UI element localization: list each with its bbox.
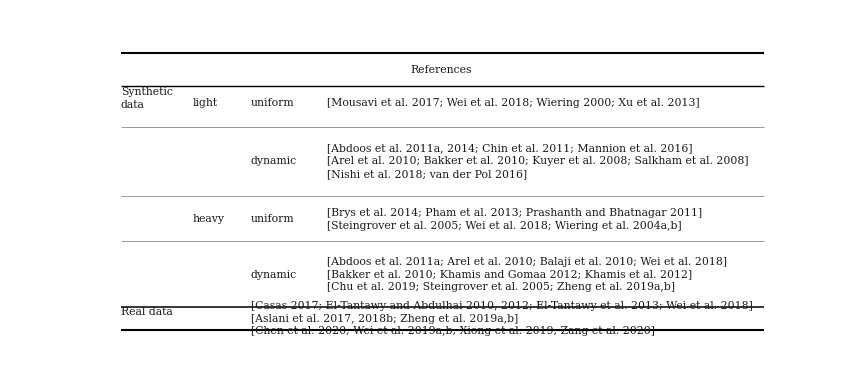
Text: Real data: Real data: [120, 307, 173, 317]
Text: uniform: uniform: [251, 98, 294, 108]
Text: uniform: uniform: [251, 215, 294, 224]
Text: [Casas 2017; El-Tantawy and Abdulhai 2010, 2012; El-Tantawy et al. 2013; Wei et : [Casas 2017; El-Tantawy and Abdulhai 201…: [251, 301, 752, 337]
Text: heavy: heavy: [193, 215, 224, 224]
Text: References: References: [410, 65, 471, 75]
Text: light: light: [193, 98, 218, 108]
Text: Synthetic
data: Synthetic data: [120, 87, 173, 110]
Text: [Mousavi et al. 2017; Wei et al. 2018; Wiering 2000; Xu et al. 2013]: [Mousavi et al. 2017; Wei et al. 2018; W…: [328, 98, 700, 108]
Text: dynamic: dynamic: [251, 156, 297, 166]
Text: dynamic: dynamic: [251, 270, 297, 280]
Text: [Brys et al. 2014; Pham et al. 2013; Prashanth and Bhatnagar 2011]
[Steingrover : [Brys et al. 2014; Pham et al. 2013; Pra…: [328, 208, 703, 231]
Text: [Abdoos et al. 2011a; Arel et al. 2010; Balaji et al. 2010; Wei et al. 2018]
[Ba: [Abdoos et al. 2011a; Arel et al. 2010; …: [328, 257, 728, 293]
Text: [Abdoos et al. 2011a, 2014; Chin et al. 2011; Mannion et al. 2016]
[Arel et al. : [Abdoos et al. 2011a, 2014; Chin et al. …: [328, 144, 749, 179]
